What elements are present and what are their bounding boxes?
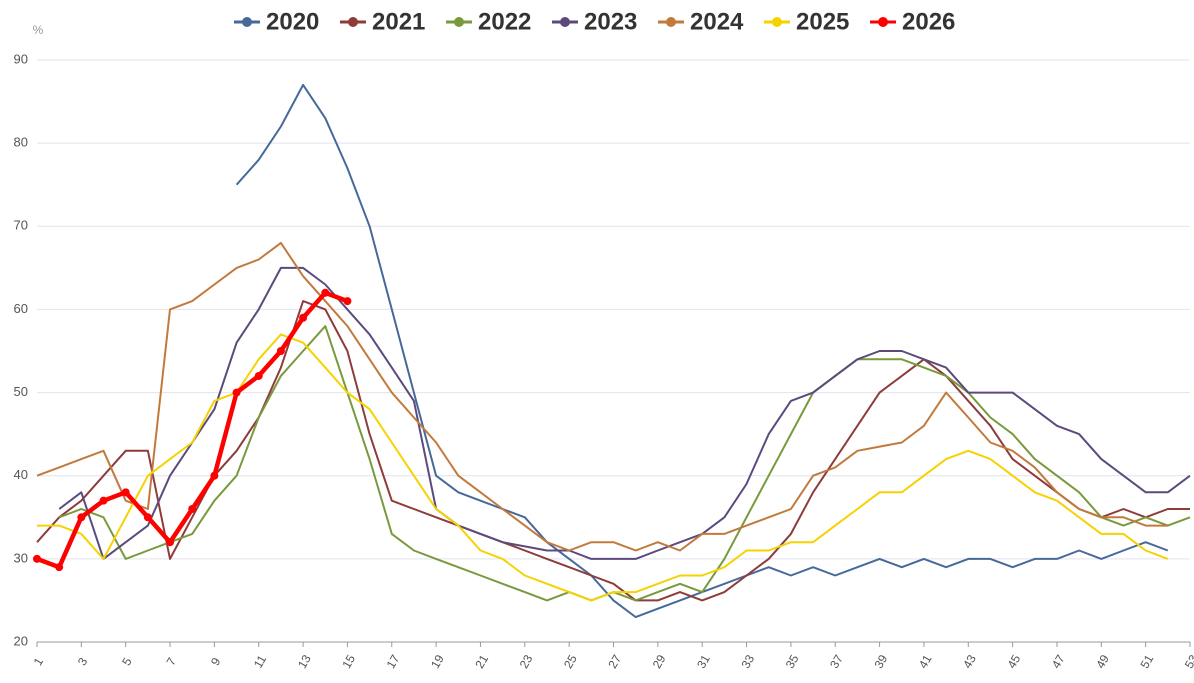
legend-label: 2023 <box>584 8 637 35</box>
y-tick-label: 80 <box>14 135 28 150</box>
y-tick-label: 50 <box>14 384 28 399</box>
legend-label: 2020 <box>266 8 319 35</box>
data-point <box>299 313 308 322</box>
legend-marker <box>454 17 464 27</box>
series-line <box>58 266 1191 560</box>
data-point <box>232 388 241 397</box>
data-point <box>188 504 197 513</box>
data-point <box>143 513 152 522</box>
x-tick-label: 47 <box>1049 652 1068 671</box>
data-point <box>276 347 285 355</box>
x-tick-label: 29 <box>650 652 669 671</box>
x-tick-label: 53 <box>1182 652 1194 671</box>
y-tick-label: 40 <box>14 467 28 482</box>
legend-marker <box>560 17 570 27</box>
legend-label: 2026 <box>902 8 955 35</box>
data-point <box>121 488 130 497</box>
y-tick-label: 20 <box>14 633 28 648</box>
legend-marker <box>772 17 782 27</box>
x-tick-label: 21 <box>472 652 491 671</box>
legend-marker <box>242 17 252 27</box>
data-point <box>254 371 263 380</box>
data-point <box>77 513 86 522</box>
data-point <box>99 496 108 505</box>
data-point <box>343 297 352 306</box>
legend-marker <box>348 17 358 27</box>
x-tick-label: 15 <box>339 652 358 671</box>
legend-marker <box>878 17 888 27</box>
x-tick-label: 39 <box>871 652 890 671</box>
x-tick-label: 31 <box>694 652 713 671</box>
x-tick-label: 51 <box>1138 652 1157 671</box>
x-tick-label: 35 <box>783 652 802 671</box>
x-tick-label: 19 <box>428 652 447 671</box>
x-tick-label: 45 <box>1004 652 1023 671</box>
x-tick-label: 49 <box>1093 652 1112 671</box>
x-tick-label: 33 <box>738 652 757 671</box>
legend-marker <box>666 17 676 27</box>
x-tick-label: 7 <box>164 655 180 668</box>
legend-label: 2021 <box>372 8 425 35</box>
y-tick-label: 90 <box>14 51 28 66</box>
y-tick-label: 70 <box>14 218 28 233</box>
legend-label: 2022 <box>478 8 531 35</box>
data-point <box>321 288 330 297</box>
x-tick-label: 37 <box>827 652 846 671</box>
data-point <box>166 538 175 547</box>
x-tick-label: 17 <box>384 652 403 671</box>
legend-label: 2024 <box>690 8 744 35</box>
legend-label: 2025 <box>796 8 849 35</box>
x-tick-label: 25 <box>561 652 580 671</box>
x-tick-label: 43 <box>960 652 979 671</box>
data-point <box>33 554 41 563</box>
x-tick-label: 13 <box>295 652 314 671</box>
x-tick-label: 9 <box>208 655 224 668</box>
y-axis-label: % <box>33 23 44 37</box>
x-tick-label: 3 <box>75 655 91 668</box>
x-tick-label: 41 <box>916 652 935 671</box>
data-point <box>210 471 219 480</box>
x-tick-label: 23 <box>517 652 536 671</box>
series-line <box>58 325 1191 602</box>
series-line <box>36 300 1190 602</box>
series-line <box>37 333 1169 602</box>
y-tick-label: 60 <box>14 301 28 316</box>
x-tick-label: 5 <box>119 655 135 668</box>
x-tick-label: 1 <box>31 655 47 668</box>
data-point <box>55 563 64 572</box>
x-tick-label: 11 <box>251 652 270 670</box>
series-line <box>36 241 1168 552</box>
y-tick-label: 30 <box>14 550 28 565</box>
series-line <box>36 290 349 570</box>
series-line <box>235 83 1169 619</box>
x-tick-label: 27 <box>605 652 624 671</box>
